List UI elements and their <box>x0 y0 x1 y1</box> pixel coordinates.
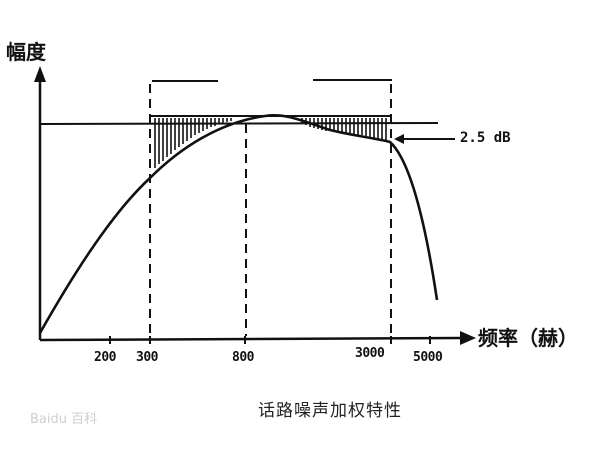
tick-label-3000: 3000 <box>355 346 385 361</box>
y-axis-label: 幅度 <box>6 40 46 64</box>
annotation-2-5-db: 2.5 dB <box>460 130 511 146</box>
tick-label-5000: 5000 <box>413 350 443 365</box>
weighting-curve <box>38 114 439 334</box>
tick-label-200: 200 <box>94 350 116 365</box>
x-axis-arrow <box>460 331 476 345</box>
x-axis <box>39 336 463 342</box>
y-axis-arrow <box>34 66 46 82</box>
reference-level-line <box>39 122 439 125</box>
tick-label-800: 800 <box>232 350 254 365</box>
watermark: Baidu 百科 <box>30 412 98 427</box>
tick-label-300: 300 <box>136 350 158 365</box>
x-axis-label: 频率（赫） <box>478 326 578 350</box>
dashed-guides <box>149 84 392 336</box>
figure-caption: 话路噪声加权特性 <box>258 401 402 421</box>
annotation-arrowhead <box>394 134 404 144</box>
